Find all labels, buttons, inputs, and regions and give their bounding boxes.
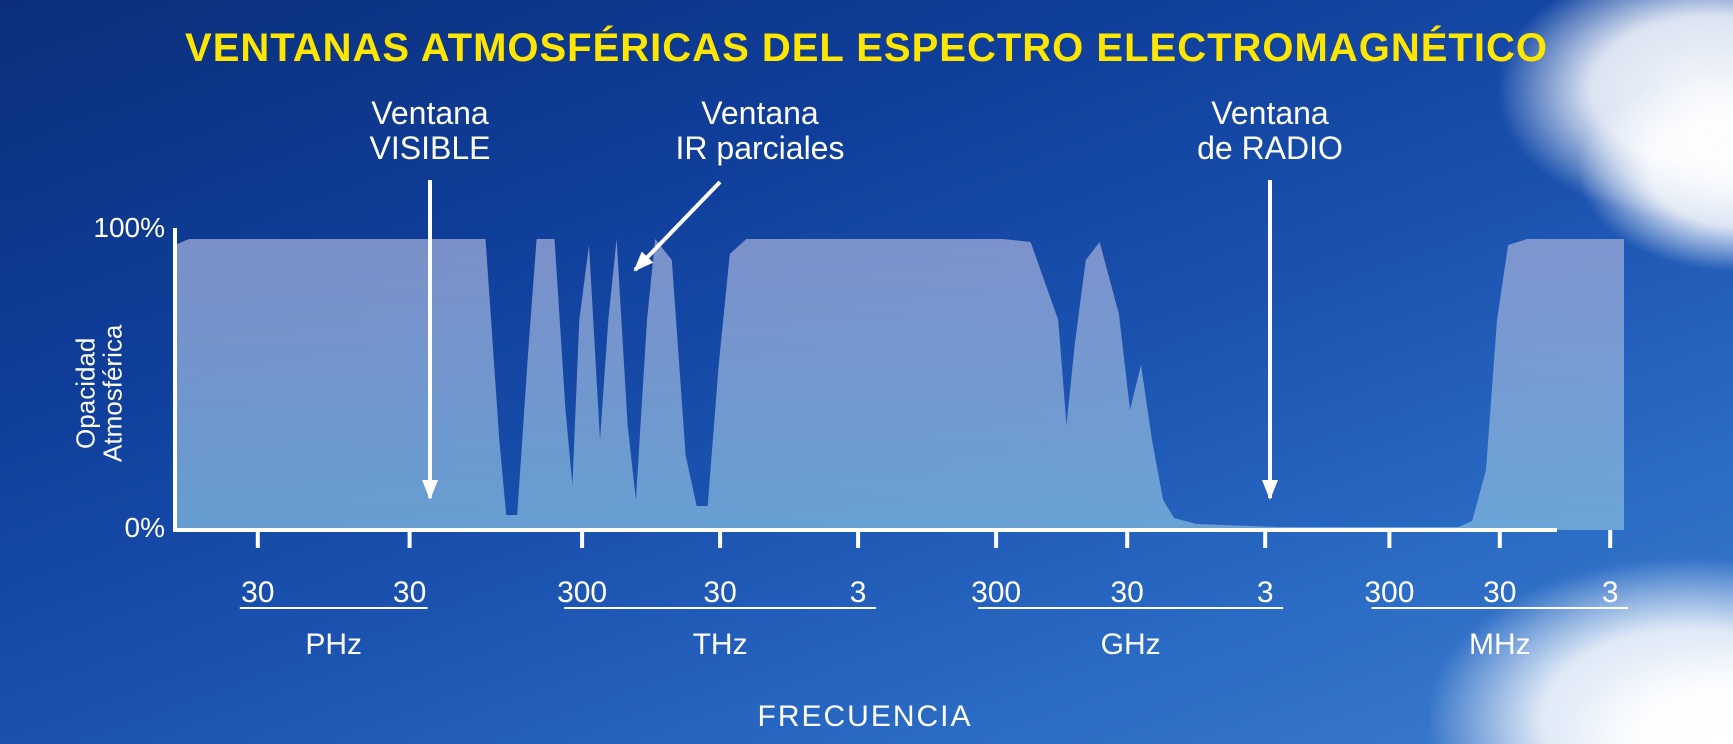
- x-tick-label: 30: [393, 576, 426, 610]
- x-unit-label: GHz: [1101, 628, 1161, 662]
- x-tick-label: 3: [850, 576, 867, 610]
- x-tick-label: 30: [1111, 576, 1144, 610]
- x-tick-label: 300: [971, 576, 1021, 610]
- window-arrow-ir: [635, 182, 720, 270]
- x-unit-label: THz: [693, 628, 748, 662]
- x-tick-label: 30: [1483, 576, 1516, 610]
- x-unit-label: MHz: [1469, 628, 1531, 662]
- x-axis-title: FRECUENCIA: [757, 700, 972, 734]
- x-tick-label: 300: [1364, 576, 1414, 610]
- x-unit-label: PHz: [305, 628, 362, 662]
- x-tick-label: 3: [1257, 576, 1274, 610]
- x-tick-label: 3: [1602, 576, 1619, 610]
- x-tick-label: 300: [557, 576, 607, 610]
- opacity-area: [175, 239, 1624, 530]
- stage: VENTANAS ATMOSFÉRICAS DEL ESPECTRO ELECT…: [0, 0, 1733, 744]
- x-tick-label: 30: [241, 576, 274, 610]
- x-tick-label: 30: [703, 576, 736, 610]
